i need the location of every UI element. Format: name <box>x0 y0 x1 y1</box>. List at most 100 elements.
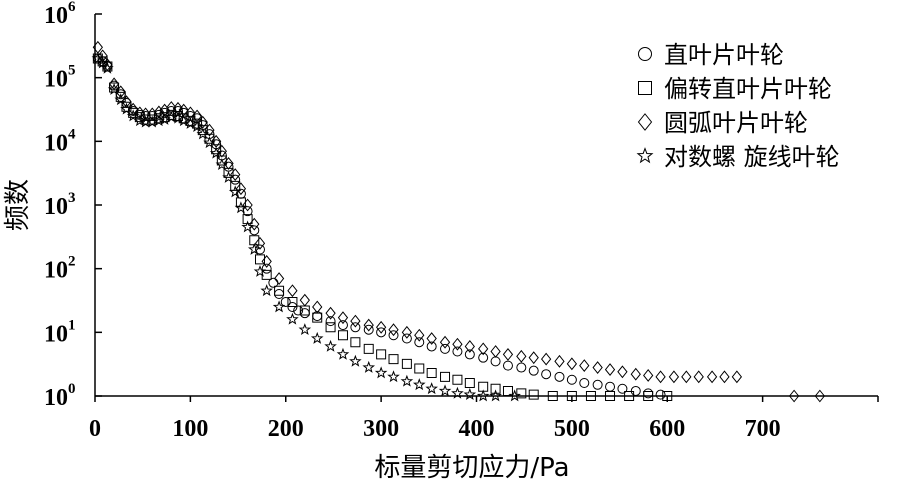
data-point <box>452 374 463 385</box>
data-point <box>592 361 603 374</box>
data-point <box>585 391 596 401</box>
x-tick-label: 500 <box>554 416 590 442</box>
data-point <box>541 369 552 380</box>
data-point <box>388 330 399 341</box>
data-point <box>478 381 489 392</box>
data-point <box>400 374 414 387</box>
data-point <box>478 352 489 363</box>
data-point <box>337 311 349 325</box>
data-point <box>158 112 171 125</box>
data-point <box>617 383 628 394</box>
data-point <box>643 391 654 401</box>
x-axis-title: 标量剪切应力/Pa <box>374 453 569 483</box>
data-point <box>96 56 109 69</box>
data-point <box>788 389 800 403</box>
data-point <box>516 349 527 363</box>
y-tick-label: 104 <box>44 126 76 156</box>
data-point <box>249 235 260 246</box>
data-point <box>274 289 285 300</box>
data-point <box>274 285 285 296</box>
data-point <box>120 102 133 115</box>
data-point <box>216 155 227 166</box>
data-point <box>216 144 227 158</box>
x-tick-label: 400 <box>459 416 495 442</box>
data-point <box>253 264 267 277</box>
legend-label: 直叶片叶轮 <box>664 41 784 69</box>
data-point <box>489 389 502 402</box>
data-point <box>324 339 337 352</box>
data-point <box>223 156 234 170</box>
x-tick-label: 0 <box>89 416 101 442</box>
data-point <box>140 107 151 121</box>
data-point <box>261 263 272 274</box>
data-point <box>528 365 539 376</box>
data-point <box>171 111 185 124</box>
data-point <box>731 370 743 384</box>
data-point <box>209 146 223 159</box>
data-point <box>261 254 272 268</box>
data-point <box>706 370 718 384</box>
x-tick-label: 300 <box>363 416 399 442</box>
legend-marker <box>638 81 652 95</box>
data-point <box>401 333 412 344</box>
data-point <box>165 110 178 123</box>
series-square <box>92 53 673 401</box>
y-tick-label: 100 <box>44 381 76 411</box>
data-point <box>234 201 248 214</box>
data-point <box>272 300 286 313</box>
data-point <box>107 82 121 95</box>
data-point <box>414 363 425 374</box>
series-circle <box>92 53 666 400</box>
data-point <box>184 116 197 129</box>
data-point <box>566 357 578 371</box>
data-point <box>516 362 527 373</box>
data-point <box>464 349 475 360</box>
data-point <box>363 343 374 354</box>
data-point <box>425 382 438 395</box>
data-point <box>254 244 265 255</box>
data-point <box>235 182 247 196</box>
data-point <box>426 341 437 352</box>
data-point <box>554 354 565 368</box>
data-point <box>490 383 501 394</box>
data-point <box>426 367 437 378</box>
data-point <box>298 323 312 336</box>
data-point <box>325 306 336 320</box>
data-point <box>681 370 692 384</box>
data-point <box>414 328 425 342</box>
data-point <box>97 56 108 67</box>
data-point <box>655 370 666 384</box>
data-point <box>516 388 527 399</box>
data-point <box>108 77 120 91</box>
data-point <box>242 198 253 212</box>
data-point <box>476 389 490 402</box>
data-point <box>566 391 577 401</box>
data-point <box>668 370 680 384</box>
data-point <box>617 365 628 379</box>
data-point <box>655 389 666 400</box>
data-point <box>241 220 254 233</box>
legend-label: 偏转直叶片叶轮 <box>664 75 832 103</box>
data-point <box>547 391 558 401</box>
legend-label: 圆弧叶片叶轮 <box>664 109 808 137</box>
data-point <box>101 61 114 74</box>
data-point <box>350 322 361 333</box>
data-point <box>388 354 399 365</box>
data-point <box>228 185 242 198</box>
data-point <box>605 381 616 392</box>
data-point <box>242 214 253 225</box>
data-point <box>719 370 730 384</box>
data-point <box>222 170 235 183</box>
data-point <box>464 340 475 353</box>
data-point <box>554 371 565 382</box>
data-point <box>152 114 166 127</box>
data-point <box>337 330 348 341</box>
data-point <box>452 346 463 357</box>
data-point <box>490 345 501 358</box>
data-point <box>336 347 350 360</box>
data-point <box>299 293 310 307</box>
data-point <box>91 51 105 64</box>
legend-marker <box>638 47 652 61</box>
data-point <box>388 323 399 337</box>
